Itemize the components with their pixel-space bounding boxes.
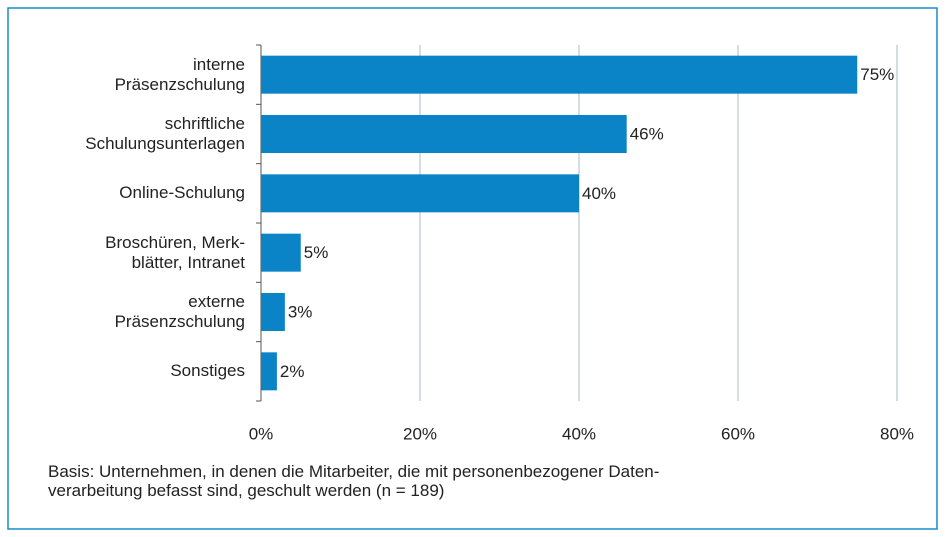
y-tick-label: Sonstiges xyxy=(170,361,245,381)
value-label: 5% xyxy=(304,243,329,262)
value-label: 75% xyxy=(860,65,894,84)
footnote: Basis: Unternehmen, in denen die Mitarbe… xyxy=(48,462,660,500)
bar xyxy=(261,55,858,94)
x-tick-label: 40% xyxy=(562,424,596,443)
bar xyxy=(261,174,579,213)
bar xyxy=(261,352,277,391)
y-tick-label: interne Präsenzschulung xyxy=(114,54,245,94)
frame xyxy=(7,7,938,530)
y-tick-label: externe Präsenzschulung xyxy=(114,292,245,331)
y-tick-label: Online-Schulung xyxy=(119,183,245,203)
bar xyxy=(261,233,301,272)
bar xyxy=(261,115,627,153)
x-tick-label: 0% xyxy=(249,424,274,443)
value-label: 2% xyxy=(280,362,305,381)
bar xyxy=(261,293,285,331)
x-tick-label: 20% xyxy=(403,424,437,443)
value-label: 46% xyxy=(630,124,664,143)
x-tick-label: 80% xyxy=(880,424,914,443)
value-label: 40% xyxy=(582,184,616,203)
value-label: 3% xyxy=(288,302,313,321)
y-tick-label: schriftliche Schulungsunterlagen xyxy=(85,114,245,153)
y-tick-label: Broschüren, Merk- blätter, Intranet xyxy=(105,232,245,272)
x-tick-label: 60% xyxy=(721,424,755,443)
